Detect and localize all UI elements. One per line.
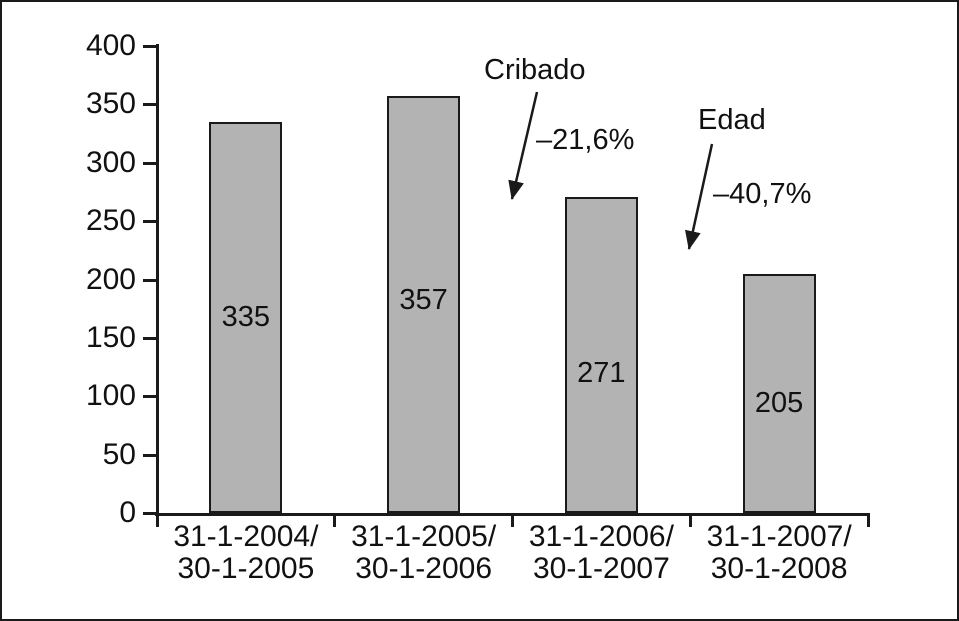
y-axis-line <box>156 44 159 516</box>
x-tick-mark <box>511 513 514 527</box>
y-tick-mark <box>143 453 156 457</box>
x-category-label-line2: 30-1-2007 <box>532 552 670 585</box>
y-tick-mark <box>143 395 156 399</box>
bar-value-label: 357 <box>399 284 448 316</box>
bar <box>742 273 816 513</box>
x-tick-mark <box>688 513 692 527</box>
x-category-label: 31-1-2004/30-1-2005 <box>156 521 336 585</box>
bar <box>564 196 638 513</box>
y-tick-label: 350 <box>85 87 136 121</box>
x-category-label-line2: 30-1-2008 <box>710 552 848 585</box>
x-category-label: 31-1-2005/30-1-2006 <box>334 521 514 585</box>
y-tick-mark <box>143 45 156 48</box>
y-tick-label: 300 <box>85 145 136 179</box>
bar-value-label: 271 <box>577 357 626 389</box>
x-category-label-line1: 31-1-2007/ <box>706 520 852 553</box>
x-category-label-line1: 31-1-2006/ <box>528 520 674 553</box>
x-category-label-line2: 30-1-2005 <box>177 552 315 585</box>
y-tick-label: 0 <box>119 496 136 529</box>
bar <box>387 96 461 513</box>
annotation-edad-value: –40,7% <box>713 178 812 210</box>
y-tick-mark <box>143 336 156 340</box>
y-tick-mark <box>143 512 156 515</box>
y-tick-mark <box>143 161 156 165</box>
y-tick-label: 400 <box>85 29 136 62</box>
y-tick-label: 100 <box>85 379 136 413</box>
annotation-edad-label: Edad <box>698 104 766 136</box>
bar-value-label: 335 <box>221 301 271 333</box>
x-category-label-line2: 30-1-2006 <box>355 552 493 585</box>
y-tick-label: 250 <box>85 204 136 238</box>
cribado-arrow <box>508 91 539 200</box>
x-tick-mark <box>866 513 870 527</box>
y-tick-mark <box>143 103 156 107</box>
x-category-label: 31-1-2007/30-1-2008 <box>689 521 869 585</box>
x-tick-mark <box>333 513 337 527</box>
annotation-cribado-label: Cribado <box>484 54 586 86</box>
y-tick-label: 50 <box>102 437 136 471</box>
x-tick-mark <box>155 513 159 527</box>
bar <box>209 121 283 513</box>
y-tick-label: 200 <box>85 262 136 296</box>
y-tick-label: 150 <box>85 320 136 354</box>
x-category-label: 31-1-2006/30-1-2007 <box>511 521 691 585</box>
y-tick-mark <box>143 220 156 224</box>
x-category-label-line1: 31-1-2005/ <box>351 520 497 553</box>
y-tick-mark <box>143 278 156 282</box>
annotation-cribado-value: –21,6% <box>536 124 635 156</box>
edad-arrow <box>685 143 714 250</box>
x-category-label-line1: 31-1-2004/ <box>173 520 319 553</box>
bar-value-label: 205 <box>754 387 804 419</box>
